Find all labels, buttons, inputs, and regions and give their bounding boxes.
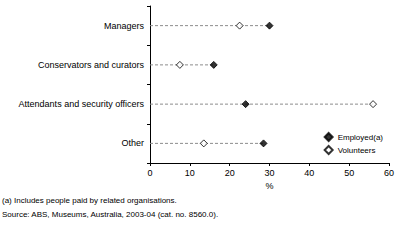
svg-text:Employed(a): Employed(a) [338,133,384,142]
svg-text:20: 20 [225,168,235,178]
svg-text:Volunteers: Volunteers [338,146,376,155]
svg-text:(a) Includes people paid by re: (a) Includes people paid by related orga… [2,196,177,205]
svg-text:30: 30 [264,168,274,178]
svg-text:10: 10 [185,168,195,178]
svg-text:Managers: Managers [104,21,145,31]
svg-text:Conservators and curators: Conservators and curators [38,60,145,70]
svg-text:Other: Other [121,138,144,148]
svg-text:%: % [265,181,273,191]
svg-text:60: 60 [384,168,394,178]
svg-text:Source: ABS, Museums, Australi: Source: ABS, Museums, Australia, 2003-04… [2,210,218,219]
svg-text:40: 40 [304,168,314,178]
svg-text:Attendants and security office: Attendants and security officers [19,99,145,109]
svg-text:50: 50 [344,168,354,178]
svg-text:0: 0 [147,168,152,178]
